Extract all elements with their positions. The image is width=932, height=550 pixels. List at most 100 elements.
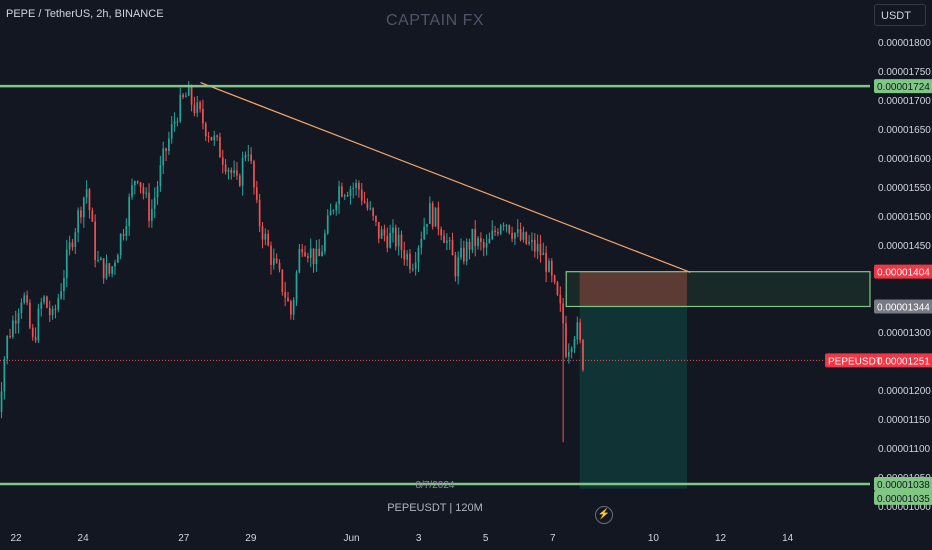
candle-body: [185, 95, 187, 98]
y-tick-label: 0.00001300: [878, 328, 931, 339]
candle-body: [321, 251, 323, 257]
candle-body: [272, 258, 275, 265]
candle-body: [255, 187, 258, 200]
candle-body: [562, 303, 564, 324]
y-tick-label: 0.00001500: [878, 212, 931, 223]
target-price-label: 0.00001035: [877, 494, 930, 505]
y-tick-label: 0.00001000: [878, 502, 931, 513]
watermark-symbol: PEPEUSDT | 120M: [387, 502, 483, 514]
candle-body: [533, 239, 536, 252]
candle-body: [411, 269, 414, 271]
entry-price-label: 0.00001344: [877, 302, 930, 313]
x-tick-label: 12: [715, 533, 727, 544]
stop-price-label-bg: [874, 264, 932, 279]
candle-body: [426, 223, 428, 227]
candle-body: [236, 170, 238, 176]
y-tick-label: 0.00001100: [878, 444, 931, 455]
candle-body: [0, 391, 3, 413]
candle-body: [74, 232, 77, 247]
candle-body: [187, 86, 190, 96]
candle-body: [324, 233, 326, 252]
candle-body: [471, 228, 474, 250]
candle-body: [128, 196, 131, 227]
current-price-label-bg: [874, 353, 932, 368]
x-tick-label: 22: [10, 533, 22, 544]
candle-body: [516, 229, 519, 233]
candle-body: [122, 234, 125, 237]
candle-body: [431, 203, 434, 227]
candle-body: [346, 195, 349, 197]
candle-body: [392, 227, 394, 233]
candle-body: [329, 210, 332, 216]
candle-body: [301, 249, 304, 253]
target-price-label-bg: [874, 490, 932, 505]
author-watermark: CAPTAIN FX: [385, 12, 485, 29]
candle-body: [428, 203, 431, 224]
candle-body: [102, 258, 105, 279]
candle-body: [173, 121, 176, 125]
candle-body: [202, 108, 204, 124]
currency-selector[interactable]: USDT: [874, 4, 926, 26]
candle-body: [241, 157, 244, 186]
candle-body: [403, 249, 406, 260]
candle-body: [437, 207, 440, 230]
candle-body: [343, 195, 346, 197]
candle-body: [26, 295, 28, 303]
candle-body: [219, 136, 221, 158]
symbol-tag: PEPEUSDT: [828, 356, 882, 367]
candle-body: [491, 230, 494, 239]
candle-body: [463, 247, 465, 262]
candle-body: [182, 94, 184, 98]
candle-body: [497, 232, 499, 234]
candle-body: [312, 248, 315, 265]
candle-body: [51, 309, 54, 316]
candle-body: [576, 322, 579, 340]
candle-body: [394, 227, 397, 247]
lightning-icon[interactable]: ⚡: [595, 506, 613, 524]
candle-body: [349, 189, 352, 196]
candle-body: [292, 299, 295, 315]
candle-body: [420, 239, 423, 248]
candle-body: [474, 228, 477, 247]
candle-body: [261, 226, 264, 240]
candle-body: [168, 138, 170, 151]
candle-body: [151, 208, 153, 221]
candle-body: [485, 243, 488, 248]
candle-body: [230, 169, 233, 174]
candle-body: [31, 327, 34, 338]
level-label-lower-bg: [874, 476, 932, 491]
candle-body: [414, 262, 417, 270]
take-profit-zone: [579, 306, 687, 489]
candle-body: [238, 175, 241, 186]
candle-body: [480, 238, 482, 242]
candle-body: [88, 189, 91, 211]
candle-body: [162, 148, 165, 166]
candle-body: [233, 170, 235, 174]
x-tick-label: 10: [648, 533, 660, 544]
candle-body: [559, 294, 562, 304]
candle-body: [142, 187, 145, 194]
candle-body: [9, 335, 11, 337]
candle-body: [71, 242, 74, 247]
candle-body: [397, 234, 400, 247]
candle-body: [213, 135, 216, 141]
candle-body: [573, 339, 576, 349]
candle-body: [380, 229, 383, 239]
candle-body: [34, 337, 37, 341]
candle-body: [434, 207, 437, 227]
candle-body: [341, 186, 343, 197]
candle-body: [304, 252, 306, 257]
candle-body: [165, 148, 167, 151]
candle-body: [375, 216, 377, 222]
candle-body: [145, 192, 148, 194]
candle-body: [553, 275, 556, 283]
candle-body: [97, 259, 99, 261]
candle-body: [153, 197, 156, 209]
candle-body: [531, 239, 533, 242]
candle-body: [105, 263, 108, 279]
candle-body: [40, 302, 43, 309]
candle-body: [287, 297, 289, 302]
candle-body: [448, 240, 451, 242]
